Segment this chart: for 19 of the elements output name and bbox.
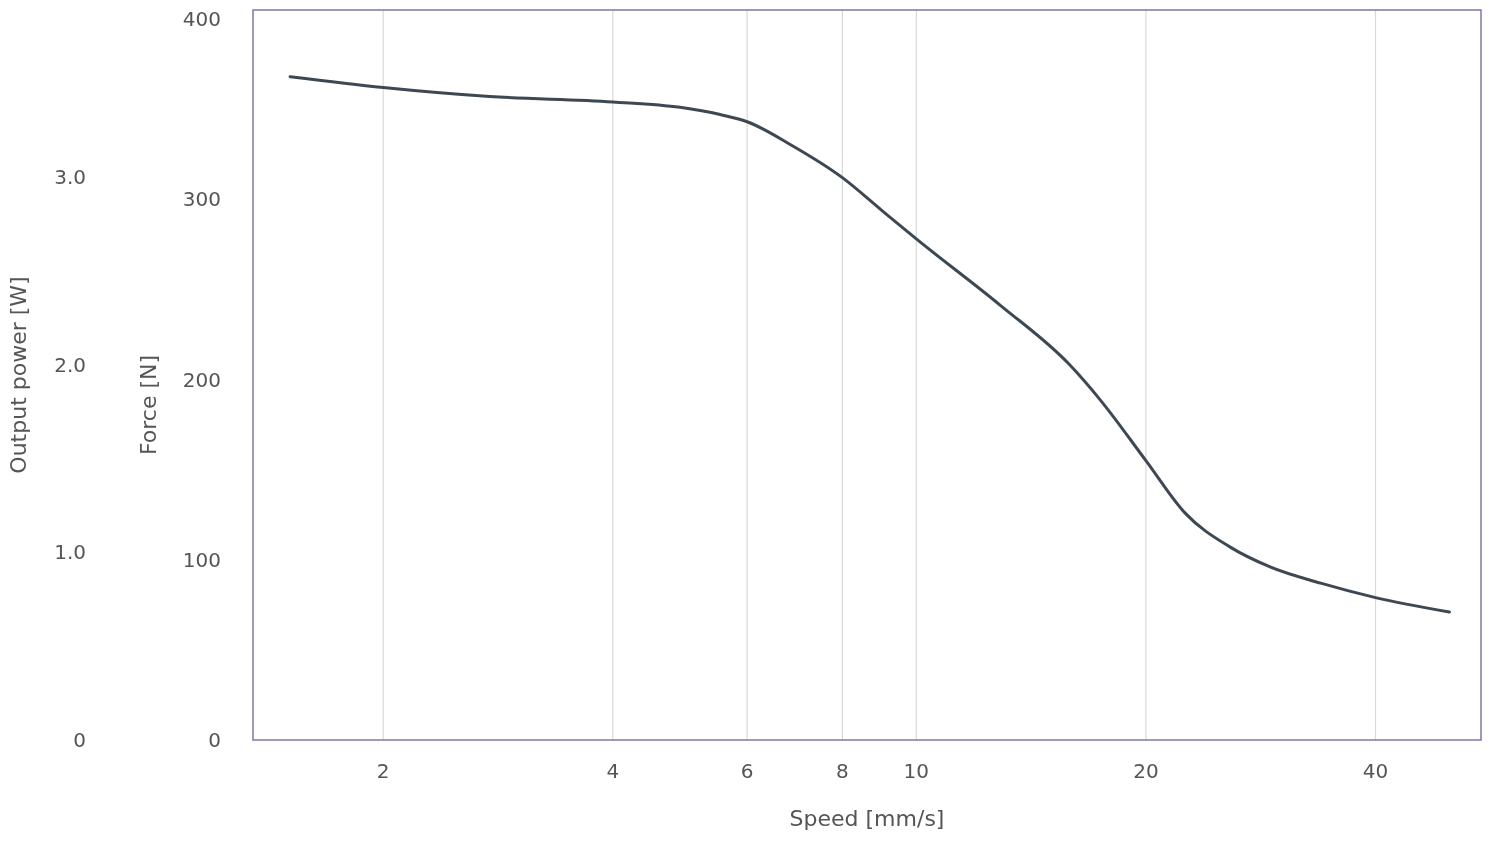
- y-tick-label: 100: [182, 547, 221, 572]
- x-tick-label: 20: [1133, 759, 1159, 783]
- y2-axis-title: Output power [W]: [6, 276, 31, 474]
- y2-tick-label: 1.0: [54, 540, 86, 565]
- y-tick-label: 200: [182, 367, 221, 392]
- x-tick-label: 8: [836, 759, 849, 783]
- x-axis-title: Speed [mm/s]: [789, 806, 945, 831]
- x-tick-label: 10: [903, 759, 930, 783]
- y2-tick-label: 3.0: [54, 165, 86, 190]
- x-tick-label: 6: [740, 759, 754, 783]
- x-tick-label: 4: [606, 759, 620, 783]
- x-tick-label: 2: [376, 759, 390, 783]
- y2-tick-label: 2.0: [54, 352, 86, 377]
- y-tick-label: 300: [182, 187, 221, 212]
- y2-tick-label: 0: [73, 728, 86, 752]
- x-tick-label: 40: [1362, 759, 1389, 783]
- y-tick-label: 400: [182, 7, 221, 32]
- y-tick-label: 0: [208, 728, 221, 752]
- y-axis-title: Force [N]: [136, 354, 161, 456]
